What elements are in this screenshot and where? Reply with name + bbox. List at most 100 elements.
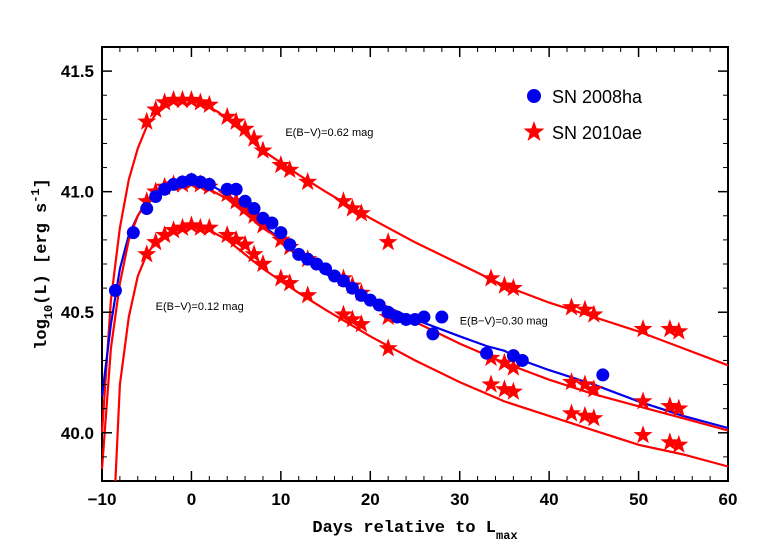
- legend-label-sn2008ha: SN 2008ha: [552, 87, 643, 107]
- sn2010ae-star: [226, 191, 246, 210]
- sn2008ha-point: [247, 202, 261, 216]
- sn2010ae-star: [271, 155, 291, 174]
- extinction-annotation: E(B−V)=0.12 mag: [156, 301, 244, 313]
- sn2010ae-star: [137, 111, 157, 130]
- sn2010ae-star: [298, 285, 318, 304]
- x-axis-title-main: Days relative to L: [312, 519, 496, 538]
- x-tick-label: 0: [187, 490, 196, 509]
- extinction-annotation: E(B−V)=0.62 mag: [285, 127, 373, 139]
- sn2010ae-star: [561, 297, 582, 316]
- sn2010ae-star: [575, 374, 595, 393]
- sn2008ha-point: [417, 310, 431, 324]
- x-tick-label: 10: [271, 490, 290, 509]
- sn2010ae-star: [342, 309, 362, 328]
- model-curve: [114, 224, 729, 482]
- sn2010ae-star: [217, 225, 237, 244]
- sn2010ae-star: [584, 379, 604, 398]
- sn2010ae-star: [584, 408, 604, 427]
- y-axis-title: log10(L) [erg s-1]: [29, 178, 56, 350]
- sn2010ae-star: [669, 398, 689, 417]
- sn2010ae-star: [199, 217, 219, 236]
- model-curve: [100, 98, 729, 433]
- y-axis-title-rest: (L) [erg s: [33, 203, 52, 305]
- sn2010ae-star: [244, 128, 264, 147]
- sn2010ae-star: [164, 220, 184, 239]
- sn2010ae-star: [481, 268, 501, 287]
- sn2008ha-point: [283, 238, 297, 252]
- sn2010ae-star: [561, 372, 582, 391]
- sn2010ae-star: [660, 319, 680, 338]
- x-axis-title-sub: max: [496, 529, 518, 543]
- sn2010ae-star: [669, 434, 689, 453]
- legend-label-sn2010ae: SN 2010ae: [552, 123, 642, 143]
- extinction-annotation: E(B−V)=0.30 mag: [460, 315, 548, 327]
- sn2010ae-star: [137, 191, 157, 210]
- sn2010ae-star: [669, 321, 689, 340]
- sn2008ha-point: [202, 177, 216, 191]
- sn2008ha-point: [372, 298, 386, 312]
- sn2010ae-star: [172, 217, 192, 236]
- sn2010ae-star: [298, 172, 318, 191]
- sn2010ae-star: [181, 90, 201, 109]
- sn2010ae-star: [494, 275, 514, 294]
- sn2010ae-star: [271, 268, 291, 287]
- y-tick-label: 40.5: [61, 303, 94, 322]
- sn2008ha-point: [140, 202, 154, 216]
- x-tick-label: 20: [361, 490, 380, 509]
- sn2010ae-star: [226, 229, 246, 248]
- sn2010ae-star: [280, 273, 300, 292]
- sn2010ae-star: [244, 244, 264, 263]
- sn2008ha-point: [480, 346, 494, 360]
- sn2010ae-star: [633, 391, 653, 410]
- sn2010ae-star: [378, 338, 398, 357]
- sn2010ae-star: [494, 379, 514, 398]
- x-tick-label: 50: [629, 490, 648, 509]
- sn2010ae-star: [333, 191, 353, 210]
- sn2010ae-star: [503, 278, 523, 297]
- sn2010ae-star: [137, 244, 157, 263]
- sn2010ae-star: [575, 405, 595, 424]
- sn2008ha-point: [108, 284, 122, 298]
- sn2008ha-point: [345, 281, 359, 295]
- x-tick-label: 30: [450, 490, 469, 509]
- sn2010ae-star: [481, 374, 501, 393]
- x-tick-label: 60: [719, 490, 738, 509]
- x-tick-label: 40: [540, 490, 559, 509]
- sn2008ha-point: [229, 182, 243, 196]
- sn2010ae-star: [280, 159, 300, 179]
- sn2010ae-star: [633, 319, 653, 338]
- plot-frame: [101, 46, 729, 482]
- sn2008ha-point: [319, 262, 333, 276]
- sn2008ha-point: [126, 226, 140, 240]
- sn2010ae-star: [584, 304, 604, 323]
- sn2010ae-star: [633, 425, 653, 444]
- sn2010ae-star: [333, 304, 353, 323]
- sn2008ha-point: [399, 312, 413, 326]
- sn2010ae-star: [190, 92, 210, 111]
- sn2010ae-star: [226, 111, 246, 130]
- sn2010ae-star: [155, 92, 175, 111]
- sn2010ae-star: [575, 299, 595, 318]
- sn2010ae-star: [146, 99, 166, 118]
- sn2008ha-point: [596, 368, 610, 382]
- sn2008ha-point: [220, 182, 234, 196]
- y-axis-title-sub: 10: [42, 305, 56, 319]
- y-tick-label: 40.0: [61, 424, 94, 443]
- sn2010ae-star: [146, 232, 166, 251]
- sn2010ae-star: [235, 118, 255, 138]
- legend: SN 2008ha SN 2010ae: [523, 87, 643, 143]
- sn2010ae-star: [351, 203, 371, 222]
- sn2010ae-star: [253, 140, 273, 159]
- sn2010ae-star: [342, 198, 362, 217]
- sn2008ha-point: [149, 189, 163, 203]
- y-axis-title-end: ]: [33, 178, 52, 188]
- sn2010ae-star: [199, 94, 219, 113]
- x-tick-label: −10: [88, 490, 117, 509]
- sn2008ha-point: [435, 310, 449, 324]
- sn2008ha-point: [265, 216, 279, 230]
- y-axis-title-sup: -1: [29, 188, 43, 202]
- legend-marker-sn2008ha: [527, 89, 541, 103]
- y-tick-label: 41.5: [61, 62, 94, 81]
- sn2010ae-star: [253, 254, 273, 273]
